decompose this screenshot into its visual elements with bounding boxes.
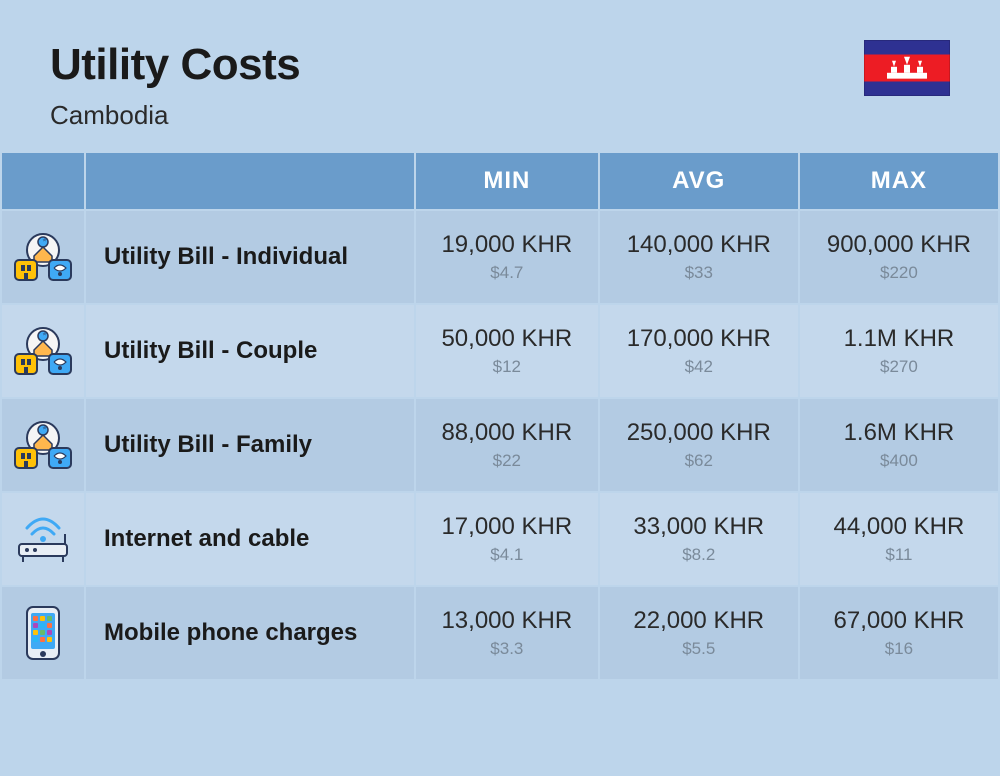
icon-cell	[1, 586, 85, 680]
min-khr: 88,000 KHR	[424, 419, 590, 447]
icon-cell	[1, 492, 85, 586]
min-cell: 50,000 KHR $12	[415, 304, 599, 398]
min-usd: $4.1	[424, 545, 590, 565]
country-flag	[864, 40, 950, 96]
page-title: Utility Costs	[50, 40, 300, 90]
table-row: Utility Bill - Individual19,000 KHR$4.71…	[1, 210, 999, 304]
page-subtitle: Cambodia	[50, 100, 300, 131]
utility-icon	[12, 324, 74, 378]
col-icon-empty	[1, 152, 85, 210]
max-cell: 67,000 KHR $16	[799, 586, 999, 680]
avg-cell: 22,000 KHR $5.5	[599, 586, 799, 680]
icon-cell	[1, 210, 85, 304]
max-usd: $16	[808, 639, 990, 659]
min-khr: 50,000 KHR	[424, 325, 590, 353]
max-khr: 1.6M KHR	[808, 419, 990, 447]
phone-icon	[25, 605, 61, 661]
avg-khr: 250,000 KHR	[608, 419, 790, 447]
table-header-row: MIN AVG MAX	[1, 152, 999, 210]
avg-khr: 33,000 KHR	[608, 513, 790, 541]
max-usd: $11	[808, 545, 990, 565]
min-cell: 13,000 KHR $3.3	[415, 586, 599, 680]
avg-khr: 170,000 KHR	[608, 325, 790, 353]
avg-khr: 140,000 KHR	[608, 231, 790, 259]
min-cell: 19,000 KHR $4.7	[415, 210, 599, 304]
min-usd: $3.3	[424, 639, 590, 659]
costs-table: MIN AVG MAX Utility Bill - Individual19,…	[0, 151, 1000, 681]
max-usd: $270	[808, 357, 990, 377]
row-label: Internet and cable	[85, 492, 415, 586]
max-cell: 44,000 KHR $11	[799, 492, 999, 586]
max-usd: $400	[808, 451, 990, 471]
row-label: Utility Bill - Individual	[85, 210, 415, 304]
min-usd: $12	[424, 357, 590, 377]
max-khr: 67,000 KHR	[808, 607, 990, 635]
max-khr: 1.1M KHR	[808, 325, 990, 353]
avg-usd: $42	[608, 357, 790, 377]
avg-usd: $5.5	[608, 639, 790, 659]
internet-icon	[13, 514, 73, 564]
avg-usd: $62	[608, 451, 790, 471]
title-block: Utility Costs Cambodia	[50, 40, 300, 131]
min-khr: 17,000 KHR	[424, 513, 590, 541]
min-khr: 13,000 KHR	[424, 607, 590, 635]
min-cell: 17,000 KHR $4.1	[415, 492, 599, 586]
table-row: Utility Bill - Family 88,000 KHR $22 250,00…	[1, 398, 999, 492]
row-label: Utility Bill - Couple	[85, 304, 415, 398]
col-max: MAX	[799, 152, 999, 210]
row-label: Mobile phone charges	[85, 586, 415, 680]
max-khr: 900,000 KHR	[808, 231, 990, 259]
table-row: Mobile phone charges 13,000 KHR $3.3 22,000…	[1, 586, 999, 680]
col-label-empty	[85, 152, 415, 210]
col-avg: AVG	[599, 152, 799, 210]
min-usd: $4.7	[424, 263, 590, 283]
icon-cell	[1, 304, 85, 398]
avg-cell: 140,000 KHR $33	[599, 210, 799, 304]
min-cell: 88,000 KHR $22	[415, 398, 599, 492]
row-label: Utility Bill - Family	[85, 398, 415, 492]
max-cell: 900,000 KHR $220	[799, 210, 999, 304]
max-usd: $220	[808, 263, 990, 283]
avg-cell: 170,000 KHR $42	[599, 304, 799, 398]
avg-usd: $8.2	[608, 545, 790, 565]
avg-khr: 22,000 KHR	[608, 607, 790, 635]
min-khr: 19,000 KHR	[424, 231, 590, 259]
table-row: Internet and cable 17,000 KHR $4.1 33,000 K…	[1, 492, 999, 586]
avg-cell: 250,000 KHR $62	[599, 398, 799, 492]
icon-cell	[1, 398, 85, 492]
utility-icon	[12, 230, 74, 284]
max-cell: 1.1M KHR $270	[799, 304, 999, 398]
avg-cell: 33,000 KHR $8.2	[599, 492, 799, 586]
min-usd: $22	[424, 451, 590, 471]
max-khr: 44,000 KHR	[808, 513, 990, 541]
header: Utility Costs Cambodia	[0, 0, 1000, 151]
flag-temple-icon	[887, 55, 927, 79]
max-cell: 1.6M KHR $400	[799, 398, 999, 492]
avg-usd: $33	[608, 263, 790, 283]
utility-icon	[12, 418, 74, 472]
table-row: Utility Bill - Couple 50,000 KHR $12 170,00…	[1, 304, 999, 398]
col-min: MIN	[415, 152, 599, 210]
